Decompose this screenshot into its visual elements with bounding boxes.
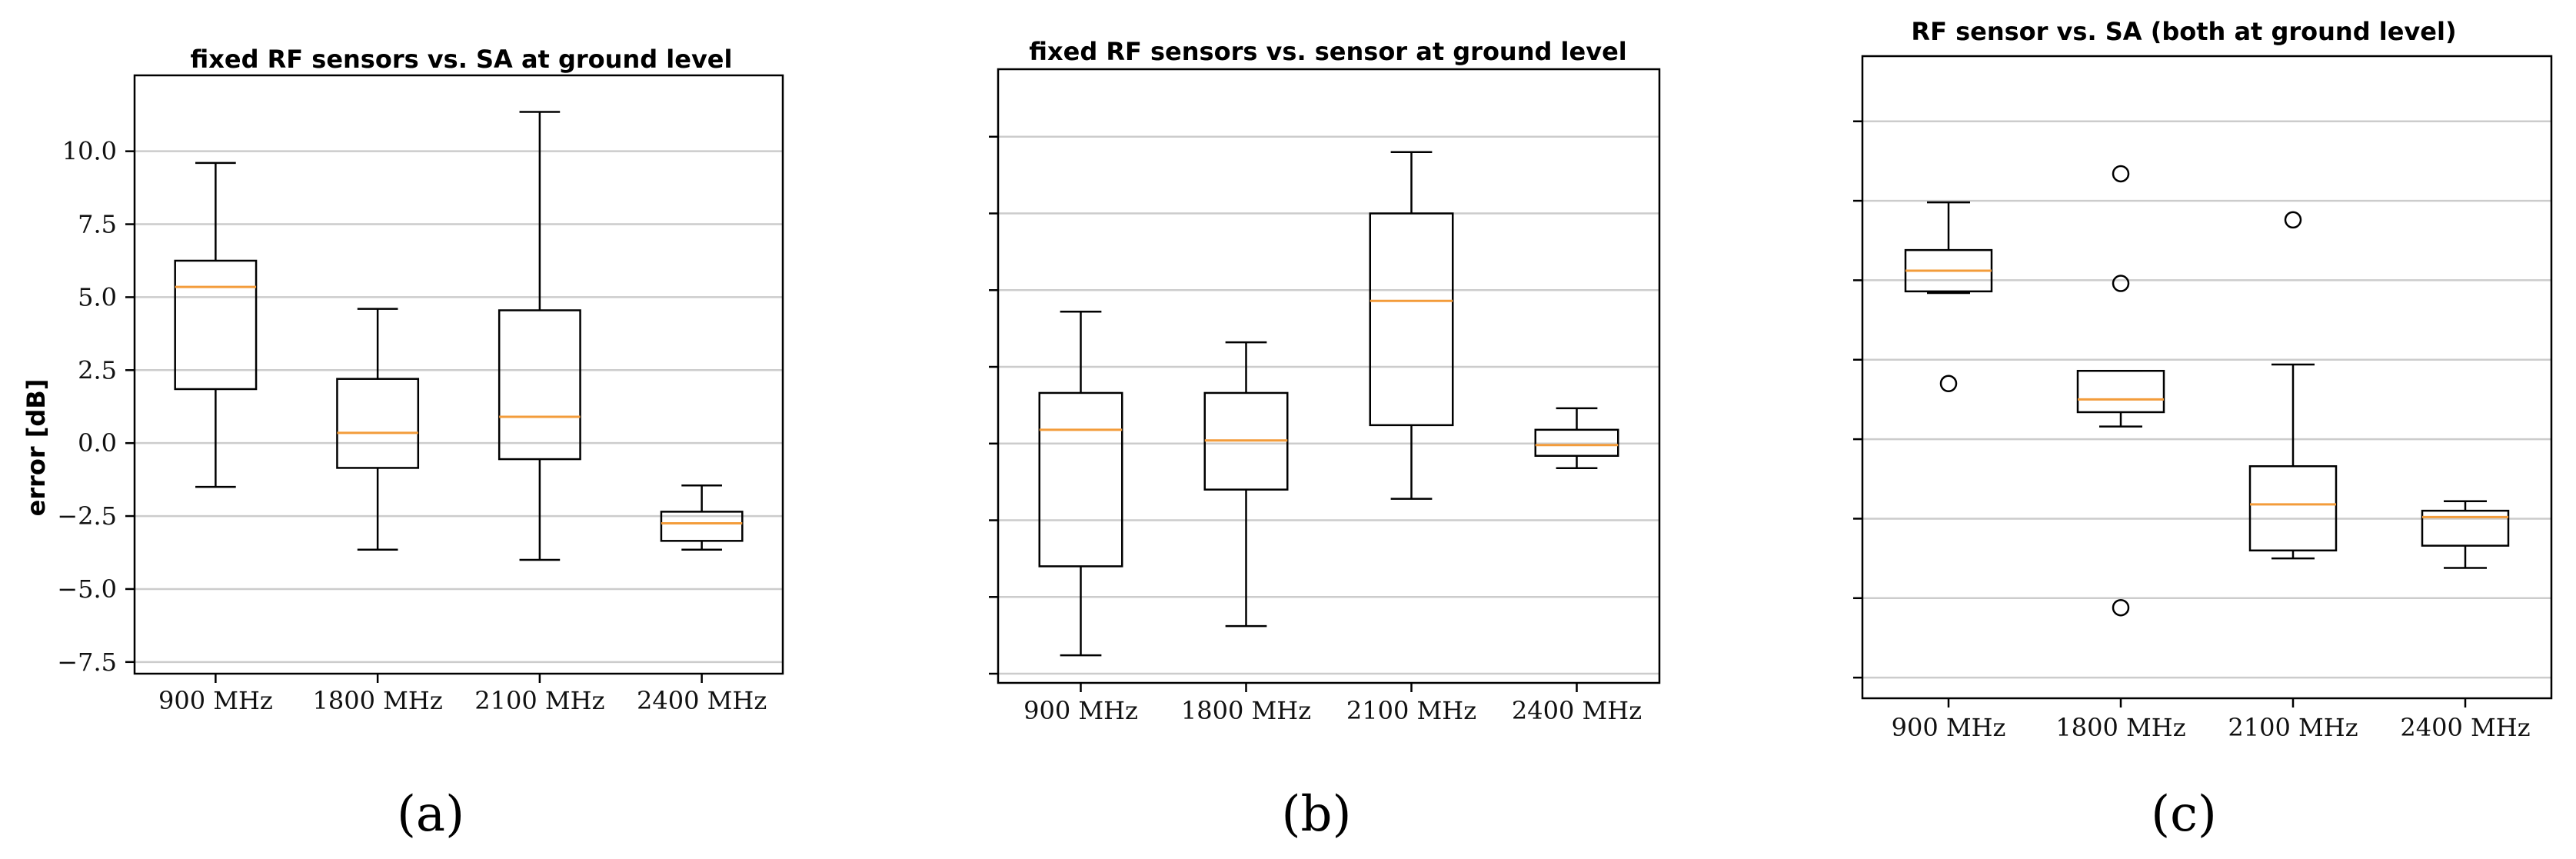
panel-c: RF sensor vs. SA (both at ground level) … [1853, 17, 2553, 843]
p2-box-1-outlier [2112, 165, 2130, 183]
p2-xtick-label: 2100 MHz [2228, 713, 2358, 742]
p0-axes-frame [133, 74, 784, 675]
p2-box-2-iqr [2248, 464, 2338, 552]
panel-b: fixed RF sensors vs. sensor at ground le… [989, 37, 1661, 843]
panel-b-title: fixed RF sensors vs. sensor at ground le… [1029, 37, 1626, 66]
p0-xtick-label: 2400 MHz [637, 686, 767, 715]
panel-a-title: fixed RF sensors vs. SA at ground level [191, 45, 733, 74]
p0-xtick-label: 900 MHz [158, 686, 273, 715]
p1-box-0-iqr [1038, 391, 1123, 568]
p1-box-2-iqr [1369, 212, 1454, 427]
p1-xtick-label: 2100 MHz [1346, 696, 1476, 725]
p2-xtick-label: 900 MHz [1892, 713, 2006, 742]
p2-box-2-outlier [2284, 211, 2302, 229]
p2-xtick-label: 1800 MHz [2055, 713, 2185, 742]
p2-xtick-label: 2400 MHz [2400, 713, 2530, 742]
panel-a: fixed RF sensors vs. SA at ground level … [22, 45, 784, 843]
p0-box-3-iqr [660, 511, 744, 542]
p0-ytick-label: 2.5 [78, 355, 117, 385]
p0-ytick-label: 10.0 [62, 137, 117, 166]
p0-ytick-label: −2.5 [57, 501, 117, 531]
p0-xtick-label: 2100 MHz [474, 686, 604, 715]
panel-c-plot: 900 MHz 1800 MHz 2100 MHz 2400 MHz [1853, 55, 2553, 742]
p0-box-2-iqr [498, 309, 581, 461]
p0-ytick-label: 7.5 [78, 210, 117, 239]
panel-a-plot: −7.5 −5.0 −2.5 0.0 2.5 5.0 7.5 10.0 900 MHz 1800 … [57, 74, 784, 715]
p0-ytick-label: −5.0 [57, 574, 117, 604]
p0-box-0-iqr [174, 259, 258, 391]
p0-ytick-label: −7.5 [57, 648, 117, 677]
p0-ytick-label: 5.0 [78, 282, 117, 311]
p1-xtick-label: 1800 MHz [1181, 696, 1311, 725]
p2-box-1-iqr [2076, 369, 2165, 414]
p1-xtick-label: 900 MHz [1023, 696, 1138, 725]
p2-box-1-outlier [2112, 275, 2130, 292]
p2-box-0-outlier [1939, 375, 1958, 393]
p1-box-3-iqr [1534, 428, 1619, 457]
p0-xtick-label: 1800 MHz [313, 686, 443, 715]
panel-a-letter: (a) [397, 786, 464, 843]
p2-box-1-outlier [2112, 598, 2130, 617]
panel-a-ylabel: error [dB] [22, 379, 51, 517]
p2-box-3-iqr [2421, 509, 2510, 547]
p1-axes-frame [997, 68, 1661, 684]
p0-ytick-label: 0.0 [78, 428, 117, 458]
panel-b-letter: (b) [1282, 786, 1352, 843]
p2-axes-frame [1861, 55, 2553, 700]
panel-c-letter: (c) [2151, 786, 2217, 843]
panel-c-title: RF sensor vs. SA (both at ground level) [1911, 17, 2456, 46]
p0-box-1-iqr [336, 378, 420, 469]
panel-b-plot: 900 MHz 1800 MHz 2100 MHz 2400 MHz [989, 68, 1661, 725]
p1-xtick-label: 2400 MHz [1512, 696, 1642, 725]
